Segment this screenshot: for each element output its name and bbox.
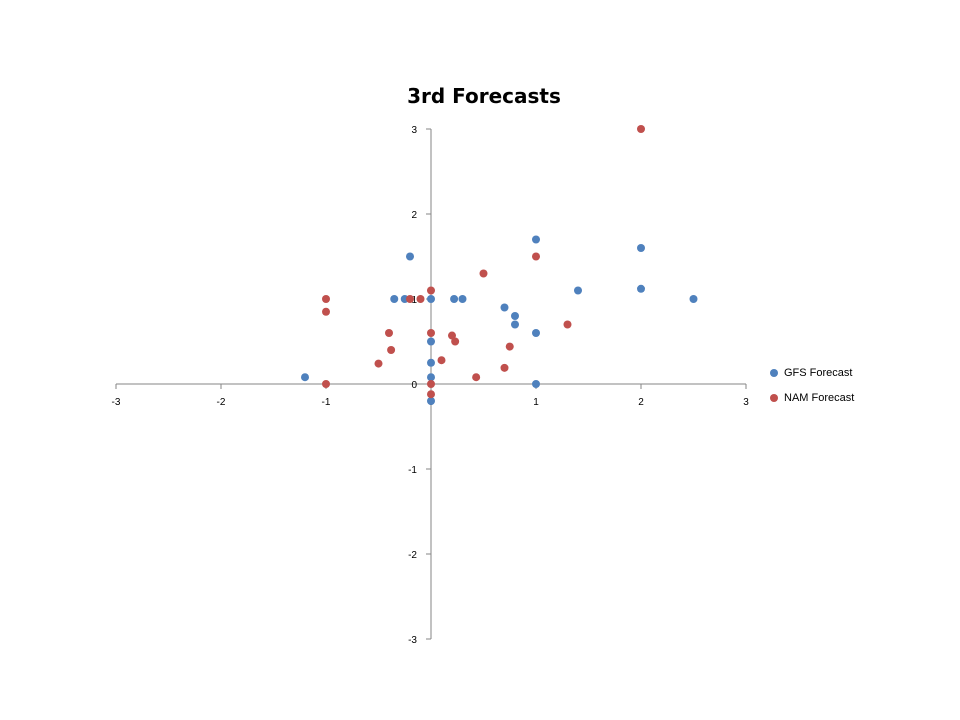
series-gfs [301, 235, 698, 405]
data-point [416, 295, 425, 303]
data-point [451, 337, 460, 346]
x-tick-label: -2 [217, 397, 226, 408]
x-tick-label: 1 [533, 397, 539, 408]
data-point [637, 125, 645, 133]
data-point [374, 359, 383, 368]
data-point [301, 373, 309, 382]
legend-item-nam: NAM Forecast [770, 391, 854, 405]
legend-label-nam: NAM Forecast [784, 392, 855, 404]
data-point [427, 337, 435, 346]
data-point [322, 295, 330, 303]
chart-title: 3rd Forecasts [407, 84, 561, 108]
legend-item-gfs: GFS Forecast [770, 366, 854, 380]
data-point [427, 286, 435, 295]
data-point [505, 342, 514, 351]
data-point [427, 329, 435, 337]
data-point [427, 380, 435, 388]
data-point [406, 295, 414, 303]
y-tick-label: -1 [408, 465, 417, 476]
legend-marker-nam [770, 394, 778, 402]
data-point [390, 295, 399, 303]
y-tick-label: 0 [411, 380, 417, 391]
data-point [385, 329, 393, 337]
y-tick-label: 1 [411, 295, 417, 306]
data-point [532, 252, 540, 261]
series-nam [322, 125, 645, 399]
data-point [427, 390, 435, 399]
data-point [689, 295, 698, 303]
data-point [637, 244, 645, 252]
data-point [437, 356, 446, 365]
data-point [500, 303, 509, 312]
data-point [406, 252, 414, 261]
data-point [322, 380, 330, 388]
data-point [574, 286, 582, 295]
legend-label-gfs: GFS Forecast [784, 367, 853, 379]
y-tick-label: -3 [408, 635, 417, 646]
data-point [448, 331, 456, 340]
data-point [427, 358, 435, 367]
x-tick-label: -3 [112, 397, 121, 408]
data-point [563, 320, 572, 329]
data-point [472, 373, 481, 382]
data-point [387, 346, 396, 354]
y-tick-label: 2 [411, 210, 417, 221]
data-point [427, 397, 435, 405]
x-tick-label: 2 [638, 397, 644, 408]
data-point [500, 363, 509, 372]
data-point [427, 373, 435, 382]
data-point [427, 295, 435, 303]
data-point [637, 284, 645, 293]
data-point [511, 320, 519, 329]
x-tick-label: 3 [743, 397, 749, 408]
data-point [479, 269, 488, 278]
legend: GFS Forecast NAM Forecast [770, 366, 854, 416]
data-point [511, 312, 519, 320]
data-point [532, 380, 540, 388]
x-tick-label: -1 [322, 397, 331, 408]
data-point [532, 329, 540, 337]
data-points [301, 125, 698, 405]
data-point [458, 295, 467, 303]
y-tick-label: 3 [411, 125, 417, 136]
data-point [532, 235, 540, 244]
data-point [322, 307, 330, 316]
y-tick-label: -2 [408, 550, 417, 561]
data-point [450, 295, 459, 303]
legend-marker-gfs [770, 369, 778, 377]
